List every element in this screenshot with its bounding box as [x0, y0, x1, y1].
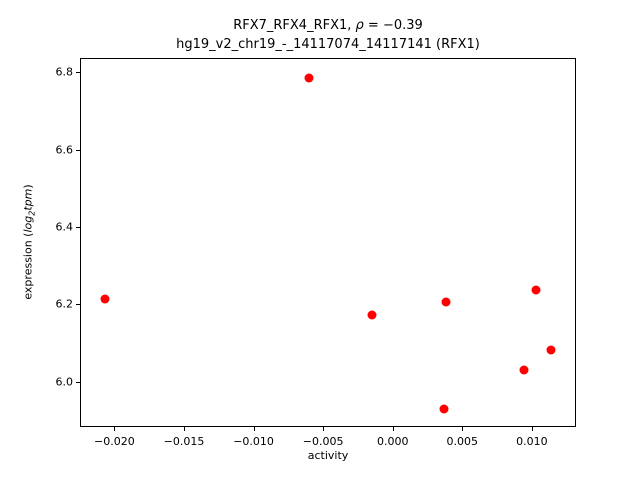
ylabel-sub: 2 [27, 210, 37, 216]
x-tick-mark [183, 427, 185, 431]
data-point [519, 365, 528, 375]
rho-value: = −0.39 [363, 18, 423, 33]
x-tick-label: −0.010 [233, 435, 274, 448]
y-tick-label: 6.2 [55, 297, 74, 311]
ylabel-suffix: ) [21, 184, 35, 189]
x-tick-mark [462, 427, 464, 431]
y-tick-label: 6.8 [55, 65, 74, 79]
y-tick-mark [76, 381, 80, 383]
data-point [546, 345, 556, 355]
y-tick-mark [76, 304, 80, 306]
y-tick-mark [76, 227, 80, 228]
y-tick-label: 6.0 [55, 375, 74, 389]
data-point [531, 285, 541, 295]
y-tick-mark [76, 149, 80, 151]
x-tick-label: −0.015 [163, 435, 205, 448]
plot-area: −0.020 −0.015 −0.010 −0.005 0.000 0.005 0.010 6… [56, 58, 576, 448]
y-tick-label: 6.6 [55, 143, 74, 157]
chart-title-line1: RFX7_RFX4_RFX1, ρ = −0.39 [80, 16, 576, 35]
y-tick-label: 6.4 [55, 220, 74, 234]
data-point [441, 297, 451, 307]
ylabel-tpm: tpm [21, 188, 35, 211]
x-tick-mark [392, 427, 394, 431]
rho-symbol: ρ [355, 18, 364, 33]
chart-title: RFX7_RFX4_RFX1, ρ = −0.39 hg19_v2_chr19_… [80, 16, 576, 54]
x-tick-mark [323, 427, 325, 431]
data-point [304, 73, 314, 83]
x-tick-label: 0.010 [516, 435, 548, 448]
x-tick-label: −0.005 [302, 435, 344, 448]
data-point [439, 404, 449, 414]
y-tick-mark [76, 72, 80, 74]
x-tick-mark [253, 427, 255, 431]
title-prefix: RFX7_RFX4_RFX1, [233, 18, 356, 33]
x-tick-label: 0.005 [446, 435, 479, 448]
y-axis-label: expression (log2tpm) [21, 184, 36, 299]
ylabel-prefix: expression ( [21, 232, 35, 300]
ylabel-log: log [21, 215, 35, 233]
x-tick-mark [114, 427, 116, 431]
data-point [367, 310, 377, 320]
data-point [100, 294, 110, 304]
x-tick-mark [531, 427, 533, 431]
x-axis-label: activity [307, 449, 349, 462]
chart-title-line2: hg19_v2_chr19_-_14117074_14117141 (RFX1) [176, 37, 480, 52]
x-tick-label: 0.000 [376, 435, 409, 448]
x-tick-label: −0.020 [94, 435, 135, 448]
